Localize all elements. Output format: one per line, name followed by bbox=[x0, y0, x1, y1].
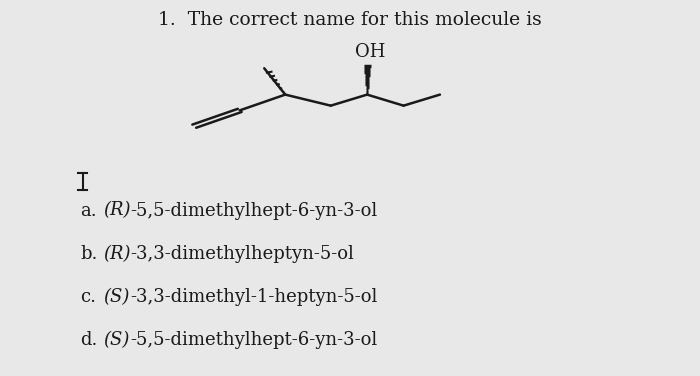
Text: (S): (S) bbox=[104, 288, 130, 306]
Text: -3,3-dimethylheptyn-5-ol: -3,3-dimethylheptyn-5-ol bbox=[130, 245, 354, 263]
Text: -3,3-dimethyl-1-heptyn-5-ol: -3,3-dimethyl-1-heptyn-5-ol bbox=[130, 288, 377, 306]
Text: -5,5-dimethylhept-6-yn-3-ol: -5,5-dimethylhept-6-yn-3-ol bbox=[130, 331, 377, 349]
Text: d.: d. bbox=[80, 331, 98, 349]
Text: 1.  The correct name for this molecule is: 1. The correct name for this molecule is bbox=[158, 11, 542, 29]
Text: (S): (S) bbox=[104, 331, 130, 349]
Text: a.: a. bbox=[80, 202, 97, 220]
Text: OH: OH bbox=[356, 43, 386, 61]
Text: (R): (R) bbox=[104, 202, 131, 220]
Text: c.: c. bbox=[80, 288, 97, 306]
Text: b.: b. bbox=[80, 245, 98, 263]
Text: (R): (R) bbox=[104, 245, 131, 263]
Text: -5,5-dimethylhept-6-yn-3-ol: -5,5-dimethylhept-6-yn-3-ol bbox=[130, 202, 377, 220]
